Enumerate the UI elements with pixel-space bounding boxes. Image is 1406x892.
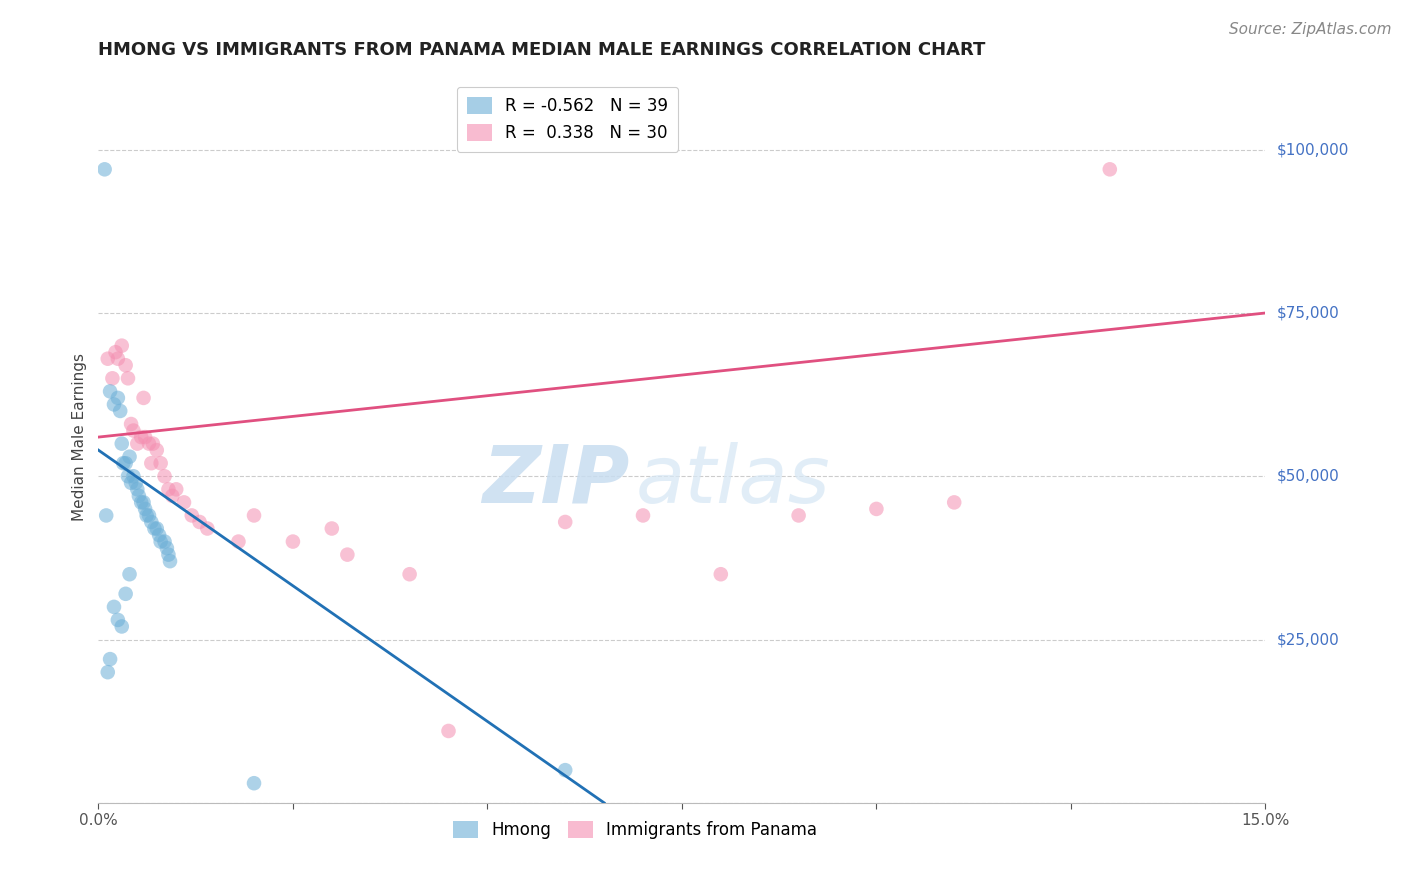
Point [281,534,304,549]
Point [120,417,142,431]
Y-axis label: Median Male Earnings: Median Male Earnings [72,353,87,521]
Point [107,613,129,627]
Point [111,619,134,633]
Point [228,534,250,549]
Point [134,502,156,516]
Point [157,548,180,562]
Point [1098,162,1121,177]
Point [93,162,115,177]
Point [631,508,654,523]
Legend: Hmong, Immigrants from Panama: Hmong, Immigrants from Panama [447,814,824,846]
Point [173,495,195,509]
Text: atlas: atlas [636,442,830,520]
Point [149,534,172,549]
Point [114,358,136,372]
Point [710,567,733,582]
Point [153,469,176,483]
Point [195,521,218,535]
Point [153,534,176,549]
Point [865,502,887,516]
Point [118,450,141,464]
Point [125,475,148,490]
Point [114,456,136,470]
Point [129,430,152,444]
Point [108,404,131,418]
Text: Source: ZipAtlas.com: Source: ZipAtlas.com [1229,22,1392,37]
Point [165,483,187,497]
Point [98,652,121,666]
Point [97,665,120,680]
Point [122,469,145,483]
Point [132,495,155,509]
Point [112,456,135,470]
Text: $100,000: $100,000 [1277,142,1348,157]
Point [321,521,343,535]
Point [135,508,157,523]
Text: HMONG VS IMMIGRANTS FROM PANAMA MEDIAN MALE EARNINGS CORRELATION CHART: HMONG VS IMMIGRANTS FROM PANAMA MEDIAN M… [98,41,986,59]
Point [138,508,160,523]
Point [101,371,124,385]
Point [97,351,120,366]
Point [180,508,202,523]
Point [107,351,129,366]
Point [117,371,139,385]
Point [156,541,179,555]
Point [122,424,145,438]
Point [159,554,181,568]
Point [554,515,576,529]
Point [111,338,134,352]
Point [127,436,149,450]
Point [138,436,160,450]
Point [114,587,136,601]
Point [127,483,149,497]
Text: $50,000: $50,000 [1277,469,1340,483]
Point [149,456,172,470]
Point [243,508,266,523]
Point [787,508,810,523]
Point [142,436,165,450]
Point [943,495,966,509]
Point [437,723,460,738]
Point [103,599,125,614]
Point [141,456,163,470]
Point [128,489,150,503]
Text: $75,000: $75,000 [1277,305,1340,320]
Point [146,443,169,458]
Point [141,515,163,529]
Point [148,528,170,542]
Point [117,469,139,483]
Point [120,475,142,490]
Point [98,384,121,399]
Point [107,391,129,405]
Point [157,483,180,497]
Point [129,495,152,509]
Text: $25,000: $25,000 [1277,632,1340,647]
Point [398,567,420,582]
Text: ZIP: ZIP [482,442,630,520]
Point [104,345,127,359]
Point [118,567,141,582]
Point [336,548,359,562]
Point [143,521,166,535]
Point [134,430,156,444]
Point [96,508,118,523]
Point [103,397,125,411]
Point [146,521,169,535]
Point [111,436,134,450]
Point [243,776,266,790]
Point [188,515,211,529]
Point [132,391,155,405]
Point [162,489,184,503]
Point [554,763,576,777]
